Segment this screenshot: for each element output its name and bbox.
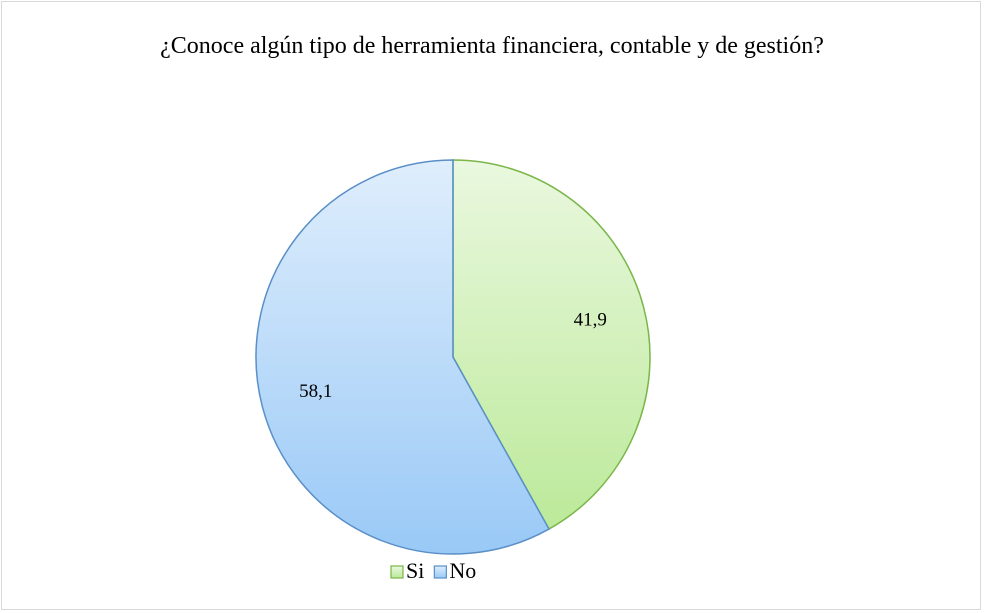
data-label: 41,9 — [574, 310, 607, 331]
pie-slice — [452, 159, 651, 531]
legend-label: Si — [406, 558, 424, 583]
legend-swatch — [433, 565, 447, 579]
data-label: 58,1 — [299, 381, 332, 402]
legend-swatch — [390, 565, 404, 579]
pie-slice — [255, 159, 551, 555]
legend-label: No — [449, 558, 476, 583]
chart-title: ¿Conoce algún tipo de herramienta financ… — [160, 33, 824, 59]
